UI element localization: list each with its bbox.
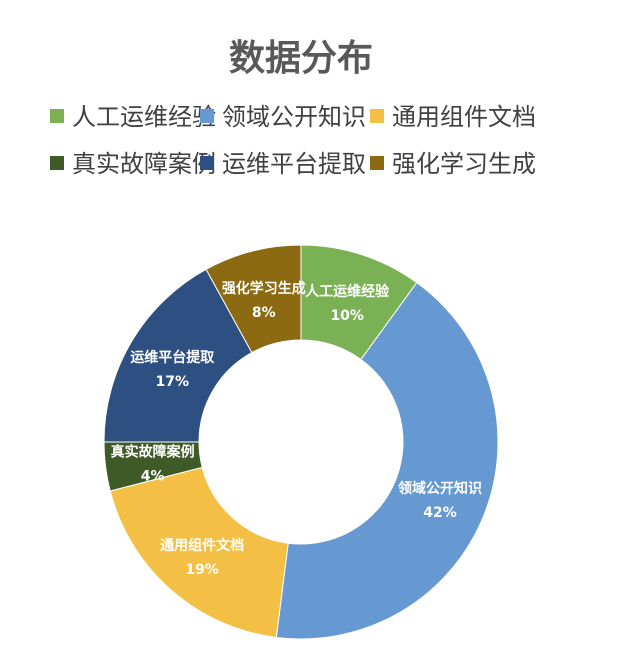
legend-swatch bbox=[50, 156, 64, 170]
legend-swatch bbox=[370, 156, 384, 170]
legend-swatch bbox=[200, 156, 214, 170]
donut-slice bbox=[103, 268, 253, 443]
legend-label: 领域公开知识 bbox=[222, 103, 366, 131]
chart-title: 数据分布 bbox=[229, 38, 373, 79]
donut-slices bbox=[103, 244, 499, 640]
donut-slice bbox=[275, 281, 499, 640]
legend-label: 运维平台提取 bbox=[222, 150, 366, 178]
legend-swatch bbox=[200, 109, 214, 123]
slice-value-label: 4% bbox=[141, 469, 165, 485]
legend-label: 人工运维经验 bbox=[72, 103, 216, 131]
data-labels: 人工运维经验 10% 领域公开知识 42% 通用组件文档 19% 真实故障案例 4% 运维平台提… bbox=[111, 280, 482, 578]
slice-value-label: 19% bbox=[185, 562, 219, 578]
legend-swatch bbox=[370, 109, 384, 123]
slice-category-label: 运维平台提取 bbox=[130, 349, 215, 366]
slice-category-label: 真实故障案例 bbox=[111, 444, 195, 461]
legend-label: 通用组件文档 bbox=[392, 103, 536, 131]
slice-category-label: 领域公开知识 bbox=[398, 480, 482, 497]
slice-category-label: 人工运维经验 bbox=[305, 283, 390, 300]
slice-category-label: 通用组件文档 bbox=[160, 537, 244, 554]
slice-value-label: 8% bbox=[252, 305, 276, 321]
legend-label: 真实故障案例 bbox=[72, 150, 216, 178]
donut-slice bbox=[205, 244, 302, 354]
slice-category-label: 强化学习生成 bbox=[222, 280, 306, 297]
legend-label: 强化学习生成 bbox=[392, 150, 536, 178]
slice-value-label: 17% bbox=[156, 374, 190, 390]
slice-value-label: 42% bbox=[423, 505, 457, 521]
slice-value-label: 10% bbox=[330, 308, 364, 324]
legend-swatch bbox=[50, 109, 64, 123]
donut-slice bbox=[109, 466, 289, 639]
